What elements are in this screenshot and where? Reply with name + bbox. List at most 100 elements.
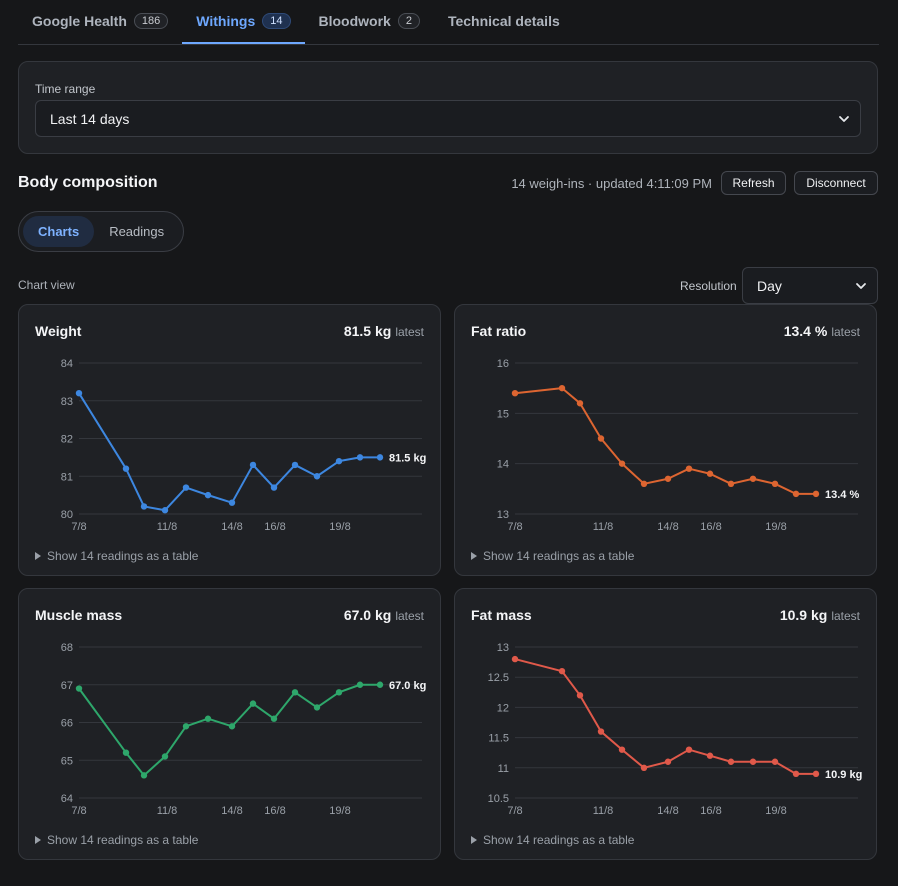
- latest-value-number: 10.9 kg: [779, 607, 828, 623]
- y-tick-label: 67: [61, 680, 73, 692]
- y-tick-label: 66: [61, 718, 73, 730]
- chart-title: Muscle mass: [35, 607, 123, 623]
- tab-technical-details[interactable]: Technical details: [434, 0, 574, 44]
- latest-word: latest: [395, 609, 424, 623]
- time-range-card: Time range Last 14 days: [18, 61, 878, 154]
- data-point: [618, 746, 626, 753]
- view-toggle: Charts Readings: [18, 211, 184, 252]
- data-point: [291, 461, 299, 469]
- latest-value: 10.9 kg latest: [780, 607, 860, 623]
- y-tick-label: 14: [497, 459, 509, 471]
- data-point: [204, 715, 212, 722]
- x-tick-label: 19/8: [329, 521, 350, 533]
- data-point: [597, 728, 605, 735]
- data-point: [376, 454, 384, 461]
- time-range-select[interactable]: Last 14 days: [35, 100, 861, 137]
- data-point: [249, 461, 257, 469]
- data-point: [618, 460, 626, 467]
- data-point: [727, 758, 735, 765]
- readings-toggle-button[interactable]: Readings: [109, 224, 165, 239]
- tab-label: Technical details: [447, 12, 560, 29]
- x-tick-label: 19/8: [329, 805, 350, 817]
- series-line: [78, 392, 380, 512]
- x-tick-label: 16/8: [700, 521, 721, 533]
- data-point: [356, 681, 364, 688]
- show-table-toggle[interactable]: Show 14 readings as a table: [35, 833, 198, 847]
- show-table-toggle[interactable]: Show 14 readings as a table: [35, 549, 198, 563]
- resolution-value: Day: [757, 277, 782, 294]
- y-tick-label: 13: [497, 509, 509, 521]
- fat-mass-chart-card: Fat mass 10.9 kg latest 10.5 11 11.5 12 12.5 1…: [454, 588, 877, 860]
- triangle-right-icon: [471, 552, 477, 560]
- data-point: [182, 723, 190, 730]
- x-tick-label: 7/8: [71, 521, 86, 533]
- x-tick-label: 7/8: [507, 521, 522, 533]
- x-tick-label: 16/8: [264, 521, 285, 533]
- data-point: [356, 454, 364, 461]
- data-point: [182, 484, 190, 491]
- x-tick-label: 14/8: [657, 805, 678, 817]
- latest-value-number: 67.0 kg: [343, 607, 392, 623]
- data-point: [685, 465, 693, 472]
- resolution-select[interactable]: Day: [742, 267, 878, 304]
- y-tick-label: 11.5: [488, 733, 509, 745]
- end-value-label: 10.9 kg: [825, 769, 862, 781]
- resolution-label: Resolution: [680, 279, 737, 293]
- weight-line-chart: 80 81 82 83 84 7/8 11/8 14/8 16/8 19/8 81.5 kg: [61, 358, 427, 533]
- data-point: [161, 753, 169, 760]
- tab-google-health[interactable]: Google Health 186: [18, 0, 182, 44]
- triangle-right-icon: [35, 552, 41, 560]
- show-table-label: Show 14 readings as a table: [483, 549, 635, 563]
- data-point: [664, 475, 672, 482]
- chart-title: Weight: [35, 323, 82, 339]
- data-point: [749, 758, 757, 765]
- show-table-label: Show 14 readings as a table: [483, 833, 635, 847]
- latest-value-number: 81.5 kg: [343, 323, 392, 339]
- latest-word: latest: [831, 609, 860, 623]
- data-point: [313, 704, 321, 711]
- data-point: [161, 507, 169, 514]
- y-tick-label: 10.5: [488, 793, 509, 805]
- data-point: [727, 480, 735, 487]
- tab-bloodwork[interactable]: Bloodwork 2: [305, 0, 434, 44]
- data-point: [228, 723, 236, 730]
- time-range-value: Last 14 days: [50, 110, 130, 127]
- x-tick-label: 16/8: [264, 805, 285, 817]
- data-point: [204, 491, 212, 499]
- time-range-label: Time range: [35, 82, 96, 96]
- refresh-button[interactable]: Refresh: [721, 171, 786, 195]
- y-tick-label: 82: [61, 434, 73, 446]
- y-tick-label: 16: [497, 358, 509, 370]
- data-point: [749, 475, 757, 482]
- fat-ratio-chart-card: Fat ratio 13.4 % latest 13 14 15 16 7/8 11/8 14…: [454, 304, 877, 576]
- count-badge: 186: [133, 12, 169, 29]
- x-tick-label: 16/8: [700, 805, 721, 817]
- x-tick-label: 7/8: [71, 805, 86, 817]
- count-badge: 14: [262, 12, 291, 29]
- chevron-down-icon: [856, 282, 866, 289]
- triangle-right-icon: [35, 836, 41, 844]
- chevron-down-icon: [839, 115, 849, 122]
- data-point: [270, 715, 278, 722]
- latest-value-number: 13.4 %: [783, 323, 828, 339]
- y-tick-label: 80: [61, 509, 73, 521]
- data-point: [792, 490, 800, 498]
- latest-value: 13.4 % latest: [784, 323, 860, 339]
- series-line: [514, 387, 816, 495]
- tab-withings[interactable]: Withings 14: [182, 0, 305, 44]
- x-tick-label: 11/8: [157, 805, 178, 817]
- disconnect-button[interactable]: Disconnect: [794, 171, 878, 195]
- y-tick-label: 68: [61, 642, 73, 654]
- data-point: [122, 749, 130, 756]
- x-tick-label: 14/8: [221, 805, 242, 817]
- latest-word: latest: [831, 325, 860, 339]
- end-value-label: 13.4 %: [825, 489, 859, 501]
- show-table-toggle[interactable]: Show 14 readings as a table: [471, 833, 634, 847]
- data-point: [558, 667, 566, 675]
- show-table-toggle[interactable]: Show 14 readings as a table: [471, 549, 634, 563]
- charts-toggle-button[interactable]: Charts: [23, 216, 95, 247]
- show-table-label: Show 14 readings as a table: [47, 549, 199, 563]
- y-tick-label: 13: [497, 642, 509, 654]
- data-point: [313, 473, 321, 480]
- triangle-right-icon: [471, 836, 477, 844]
